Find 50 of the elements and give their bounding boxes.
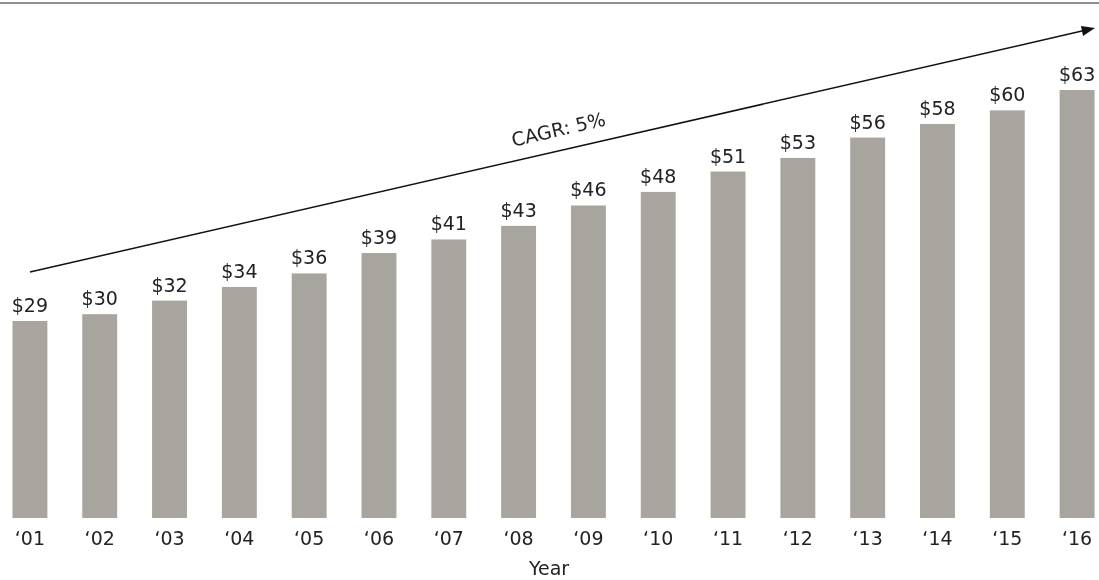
x-tick-label: ‘15	[992, 527, 1023, 549]
x-tick-label: ‘14	[922, 527, 953, 549]
bar	[221, 287, 257, 518]
x-tick-label: ‘08	[503, 527, 534, 549]
bar	[82, 314, 118, 518]
data-label: $34	[221, 260, 258, 283]
x-tick-label: ‘06	[363, 527, 395, 549]
data-label: $39	[360, 226, 398, 249]
x-tick-label: ‘13	[852, 527, 883, 549]
bar	[640, 191, 676, 518]
bar	[12, 320, 48, 518]
data-label: $56	[849, 110, 886, 133]
x-tick-label: ‘16	[1061, 527, 1093, 549]
x-tick-label: ‘11	[712, 527, 744, 549]
bar	[291, 273, 327, 518]
bar	[989, 110, 1025, 518]
x-tick-label: ‘01	[14, 527, 46, 549]
bar	[1059, 90, 1095, 518]
x-tick-label: ‘09	[573, 527, 604, 549]
annotation: CAGR: 5%	[509, 107, 608, 151]
data-label: $46	[570, 178, 607, 201]
data-label: $41	[430, 212, 467, 235]
x-tick-label: ‘03	[154, 527, 185, 549]
data-label: $53	[779, 130, 816, 153]
x-tick-label: ‘04	[224, 527, 255, 549]
x-tick-label: ‘02	[84, 527, 115, 549]
x-tick-label: ‘12	[782, 527, 813, 549]
data-label: $58	[919, 96, 956, 119]
data-label: $32	[151, 273, 188, 296]
bar	[501, 225, 537, 518]
data-label: $48	[640, 164, 677, 187]
bar	[710, 171, 746, 518]
bar	[850, 137, 886, 518]
data-label: $36	[291, 246, 328, 269]
bar	[570, 205, 606, 518]
bar	[361, 253, 397, 518]
data-label: $51	[709, 144, 747, 167]
bar	[431, 239, 467, 518]
data-label: $30	[81, 287, 118, 310]
data-label: $43	[500, 198, 537, 221]
x-tick-label: ‘10	[643, 527, 674, 549]
x-tick-label: ‘07	[433, 527, 464, 549]
data-label: $60	[989, 83, 1026, 106]
data-label: $29	[11, 293, 49, 316]
bar	[152, 300, 187, 518]
data-label: $63	[1058, 63, 1096, 85]
x-axis-title: Year	[527, 557, 570, 579]
bar	[920, 123, 955, 518]
x-tick-label: ‘05	[294, 527, 325, 549]
bar	[780, 157, 816, 518]
